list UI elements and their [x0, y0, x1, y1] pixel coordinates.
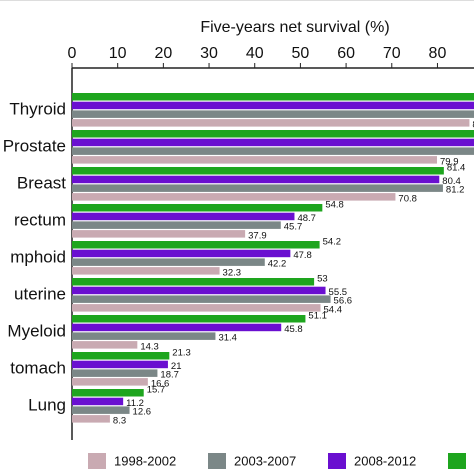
bar: [72, 286, 326, 295]
value-label: 21: [171, 361, 182, 372]
value-label: 21.3: [172, 347, 191, 358]
bar: [72, 249, 291, 258]
x-tick-label: 40: [246, 45, 264, 62]
legend-swatch: [88, 453, 106, 469]
bar: [72, 167, 444, 175]
bar: [72, 369, 158, 377]
value-label: 45.8: [284, 324, 303, 335]
value-label: 42.2: [268, 259, 287, 270]
value-label: 15.7: [147, 384, 166, 395]
bar: [72, 119, 470, 127]
bar: [72, 212, 295, 221]
bar: [72, 241, 320, 249]
bar: [72, 110, 474, 118]
value-label: 81.2: [446, 185, 465, 196]
category-label: Myeloid: [7, 321, 66, 340]
category-label: mphoid: [10, 247, 66, 266]
value-label: 11.2: [126, 398, 144, 409]
bar: [72, 341, 138, 349]
x-tick-label: 60: [337, 45, 355, 62]
value-label: 14.3: [140, 341, 159, 352]
bar: [72, 156, 437, 164]
x-tick-label: 70: [383, 45, 401, 62]
bar: [72, 138, 474, 147]
legend-swatch: [328, 453, 346, 469]
bar: [72, 332, 216, 340]
value-label: 87: [472, 119, 474, 130]
value-label: 37.9: [248, 230, 267, 241]
value-label: 80.4: [442, 176, 461, 187]
value-label: 53: [317, 273, 328, 284]
value-label: 48.7: [297, 213, 316, 224]
bar: [72, 184, 443, 192]
bar: [72, 101, 474, 110]
legend-label: 2003-2007: [234, 453, 296, 468]
category-label: Breast: [17, 173, 66, 192]
bar: [72, 93, 474, 101]
bar: [72, 315, 306, 323]
axis-title: Five-years net survival (%): [200, 19, 389, 36]
bar: [72, 295, 331, 303]
category-label: Thyroid: [9, 99, 66, 118]
legend-label: 1998-2002: [114, 453, 176, 468]
category-label: rectum: [14, 210, 66, 229]
bar: [72, 406, 130, 414]
value-label: 47.8: [293, 250, 312, 261]
bar: [72, 278, 315, 286]
bar: [72, 130, 474, 138]
category-label: Lung: [28, 395, 66, 414]
bar: [72, 352, 170, 360]
x-tick-label: 10: [109, 45, 127, 62]
bar: [72, 323, 282, 332]
legend-swatch: [208, 453, 226, 469]
bar: [72, 230, 246, 238]
value-label: 81.4: [447, 162, 466, 173]
x-tick-label: 20: [154, 45, 172, 62]
category-label: Prostate: [3, 136, 66, 155]
bar: [72, 204, 323, 212]
x-tick-label: 30: [200, 45, 218, 62]
legend-swatch: [448, 453, 466, 469]
category-label: uterine: [14, 284, 66, 303]
value-label: 79.9: [440, 156, 459, 167]
category-label: tomach: [10, 358, 66, 377]
bar: [72, 378, 148, 386]
value-label: 12.6: [133, 407, 152, 418]
value-label: 56.6: [334, 296, 353, 307]
value-label: 8.3: [113, 415, 126, 426]
bar: [72, 397, 124, 406]
bar: [72, 258, 265, 266]
bar: [72, 147, 474, 155]
bar: [72, 267, 220, 275]
bar: [72, 415, 110, 423]
bar: [72, 221, 281, 229]
value-label: 54.2: [323, 236, 342, 247]
bar: [72, 175, 440, 184]
legend-label: 2008-2012: [354, 453, 416, 468]
value-label: 45.7: [284, 222, 303, 233]
value-label: 51.1: [308, 310, 327, 321]
x-tick-label: 0: [68, 45, 77, 62]
value-label: 16.6: [151, 378, 170, 389]
bar: [72, 389, 144, 397]
x-tick-label: 80: [429, 45, 447, 62]
value-label: 54.4: [324, 304, 343, 315]
value-label: 31.4: [218, 333, 237, 344]
bar: [72, 193, 396, 201]
value-label: 70.8: [398, 193, 417, 204]
bar: [72, 360, 168, 369]
value-label: 54.8: [325, 199, 344, 210]
value-label: 55.5: [329, 287, 348, 298]
x-tick-label: 50: [292, 45, 310, 62]
bar: [72, 304, 321, 312]
value-label: 18.7: [160, 370, 179, 381]
value-label: 32.3: [223, 267, 242, 278]
